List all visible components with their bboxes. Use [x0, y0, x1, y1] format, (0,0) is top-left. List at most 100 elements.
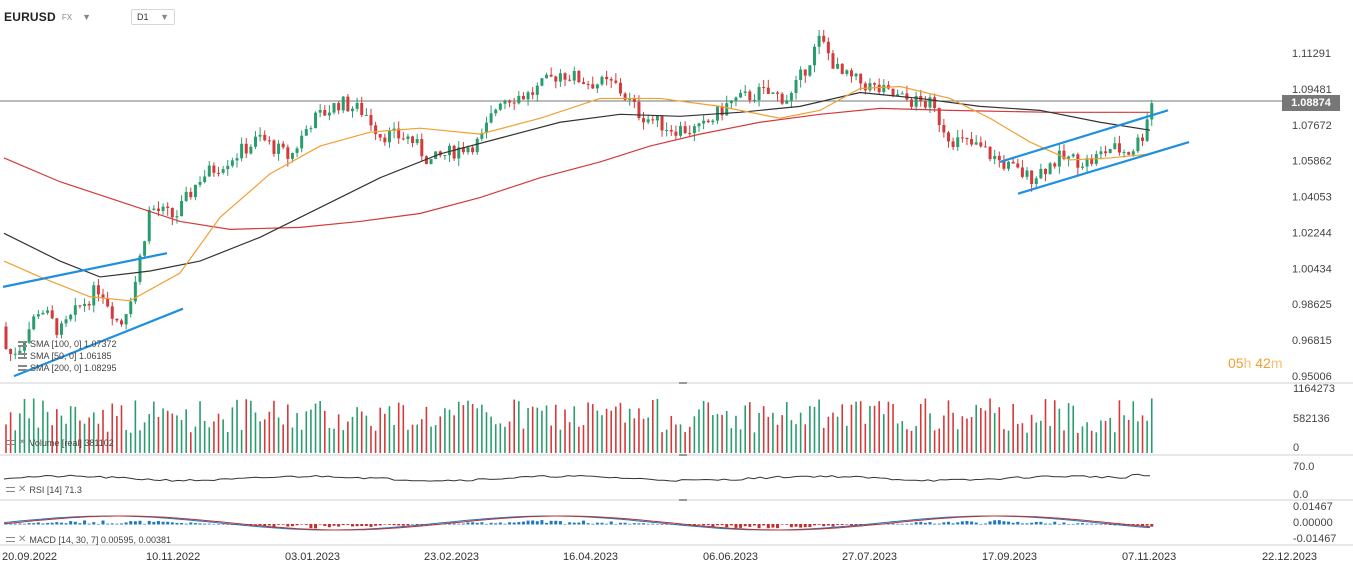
volume-bar: [365, 415, 368, 453]
countdown-minutes-unit: m: [1270, 355, 1283, 371]
volume-bar: [273, 400, 275, 453]
timeframe-selector[interactable]: D1 ▼: [131, 9, 175, 25]
macd-histogram-bar: [1090, 523, 1094, 525]
menu-icon[interactable]: [6, 486, 15, 494]
candle-body: [106, 298, 110, 307]
volume-bar: [439, 416, 442, 453]
symbol-selector[interactable]: EURUSD FX ▼: [4, 8, 91, 26]
volume-bar: [319, 401, 321, 453]
legend-volume-text: Volume [real] 381102: [29, 437, 114, 448]
macd-histogram-bar: [910, 523, 914, 525]
macd-histogram-bar: [1048, 523, 1052, 525]
candle-body: [817, 35, 821, 47]
volume-bar: [596, 410, 599, 453]
volume-bar: [360, 411, 363, 453]
volume-bar: [217, 413, 220, 453]
legend-sma200[interactable]: SMA [200, 0] 1.08295: [18, 363, 117, 373]
candle-body: [161, 206, 165, 211]
volume-bar: [323, 410, 326, 453]
macd-histogram-bar: [1057, 523, 1061, 525]
volume-bar: [943, 415, 945, 453]
volume-bar: [804, 424, 807, 453]
candle-body: [1020, 167, 1024, 177]
legend-volume[interactable]: ✕ Volume [real] 381102: [6, 437, 114, 448]
volume-bar: [56, 409, 58, 453]
menu-icon[interactable]: [18, 364, 27, 372]
macd-histogram-bar: [217, 523, 221, 525]
macd-histogram-bar: [568, 522, 572, 525]
macd-histogram-bar: [826, 524, 830, 526]
volume-bar: [180, 420, 183, 453]
candle-body: [124, 314, 128, 325]
timeframe-label: D1: [137, 12, 149, 22]
volume-bar: [850, 404, 853, 453]
volume-bar: [120, 405, 123, 453]
volume-bar: [901, 421, 904, 453]
volume-bar: [143, 422, 146, 453]
menu-icon[interactable]: [6, 439, 15, 447]
macd-histogram-bar: [397, 524, 401, 526]
legend-sma50[interactable]: SMA [50, 0] 1.06185: [18, 351, 117, 361]
trend-line: [13, 307, 184, 378]
legend-sma100[interactable]: SMA [100, 0] 1.07372: [18, 339, 117, 349]
volume-bar: [370, 425, 372, 453]
macd-histogram-bar: [106, 523, 110, 525]
menu-icon[interactable]: [18, 352, 27, 360]
candle-body: [83, 303, 87, 306]
volume-bar: [712, 415, 714, 453]
volume-bar: [430, 426, 432, 453]
menu-icon[interactable]: [6, 536, 15, 544]
candle-body: [951, 141, 955, 148]
macd-histogram-bar: [702, 524, 706, 526]
menu-icon[interactable]: [18, 340, 27, 348]
legend-rsi[interactable]: ✕ RSI [14] 71.3: [6, 484, 82, 495]
candle-body: [891, 88, 895, 96]
macd-histogram-bar: [286, 524, 290, 527]
macd-histogram-bar: [979, 523, 983, 525]
volume-bar: [203, 420, 206, 453]
candle-body: [240, 143, 244, 159]
candle-body: [655, 115, 659, 121]
macd-histogram-bar: [452, 523, 456, 525]
macd-histogram-bar: [591, 523, 595, 525]
legend-macd[interactable]: ✕ MACD [14, 30, 7] 0.00595, 0.00381: [6, 534, 171, 545]
candle-body: [494, 109, 498, 114]
macd-histogram-bar: [545, 522, 549, 525]
volume-bar: [693, 416, 696, 453]
volume-bar: [116, 415, 118, 453]
close-icon[interactable]: ✕: [18, 437, 27, 448]
volume-bar: [444, 408, 446, 453]
volume-bar: [356, 407, 358, 453]
volume-bar: [1044, 399, 1047, 453]
macd-histogram-bar: [9, 523, 13, 525]
macd-histogram-bar: [461, 523, 465, 525]
candle-body: [295, 148, 299, 153]
close-icon[interactable]: ✕: [18, 484, 27, 495]
candle-body: [1141, 137, 1145, 141]
macd-histogram-bar: [757, 524, 761, 529]
candle-body: [697, 123, 701, 127]
volume-bar: [379, 407, 382, 453]
volume-bar: [1007, 430, 1010, 453]
volume-bar: [384, 413, 386, 453]
candle-body: [217, 172, 221, 174]
macd-histogram-bar: [540, 520, 544, 525]
candle-body: [836, 63, 840, 69]
candle-body: [277, 143, 281, 154]
macd-histogram-bar: [794, 524, 798, 527]
candle-body: [840, 63, 844, 74]
candle-body: [138, 255, 142, 282]
candle-body: [78, 305, 82, 307]
close-icon[interactable]: ✕: [18, 534, 27, 545]
volume-bar: [767, 416, 770, 453]
macd-histogram-bar: [951, 523, 955, 525]
macd-histogram-bar: [332, 524, 336, 526]
macd-histogram-bar: [253, 524, 257, 525]
volume-bar: [809, 406, 811, 453]
macd-histogram-bar: [679, 524, 683, 525]
macd-histogram-bar: [120, 523, 123, 525]
date-tick-label: 23.02.2023: [424, 551, 479, 563]
macd-histogram-bar: [466, 522, 470, 525]
volume-bar: [642, 418, 645, 453]
